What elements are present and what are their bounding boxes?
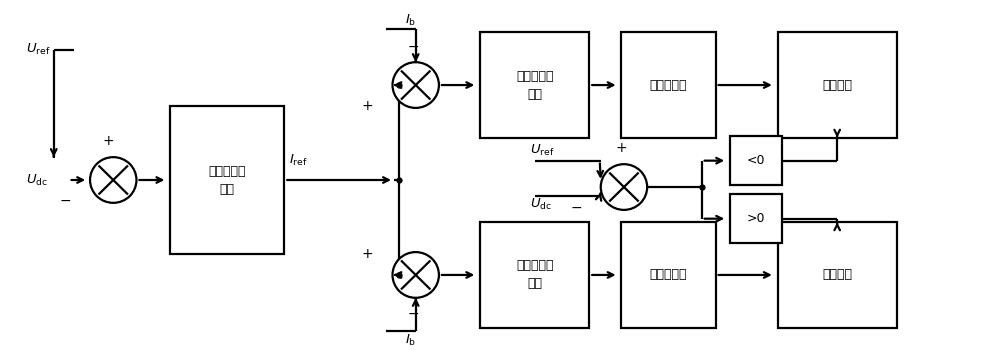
Ellipse shape: [90, 157, 136, 203]
Text: 直流电流控
制器: 直流电流控 制器: [516, 69, 553, 100]
Bar: [480, 32, 589, 138]
Text: 放电脉冲: 放电脉冲: [822, 269, 852, 282]
Text: 直流电压控
制器: 直流电压控 制器: [209, 165, 246, 195]
Text: $U_\mathrm{dc}$: $U_\mathrm{dc}$: [26, 172, 48, 188]
Text: −: −: [408, 307, 419, 321]
Text: +: +: [616, 141, 627, 156]
Text: +: +: [362, 99, 374, 113]
Text: 占空比调节: 占空比调节: [650, 269, 687, 282]
Text: −: −: [59, 194, 71, 208]
Text: −: −: [408, 39, 419, 53]
Text: $U_\mathrm{ref}$: $U_\mathrm{ref}$: [26, 42, 51, 58]
Text: 直流电流控
制器: 直流电流控 制器: [516, 260, 553, 291]
Bar: [621, 222, 716, 328]
Text: $U_\mathrm{dc}$: $U_\mathrm{dc}$: [530, 197, 552, 212]
Ellipse shape: [601, 164, 647, 210]
Bar: [730, 194, 782, 243]
Text: <0: <0: [747, 154, 765, 167]
Text: +: +: [362, 247, 374, 261]
Bar: [730, 136, 782, 185]
Text: 占空比调节: 占空比调节: [650, 78, 687, 91]
Text: $I_\mathrm{b}$: $I_\mathrm{b}$: [405, 13, 416, 28]
Bar: [778, 222, 897, 328]
Text: −: −: [570, 201, 582, 215]
Bar: [621, 32, 716, 138]
Text: $I_\mathrm{b}$: $I_\mathrm{b}$: [405, 332, 416, 347]
Ellipse shape: [393, 62, 439, 108]
Ellipse shape: [393, 252, 439, 298]
Text: >0: >0: [747, 212, 765, 225]
Bar: [480, 222, 589, 328]
Text: $I_\mathrm{ref}$: $I_\mathrm{ref}$: [289, 153, 308, 168]
Text: $U_\mathrm{ref}$: $U_\mathrm{ref}$: [530, 143, 554, 158]
Bar: [778, 32, 897, 138]
Text: 充电脉冲: 充电脉冲: [822, 78, 852, 91]
Bar: [170, 106, 284, 254]
Text: +: +: [103, 134, 114, 148]
